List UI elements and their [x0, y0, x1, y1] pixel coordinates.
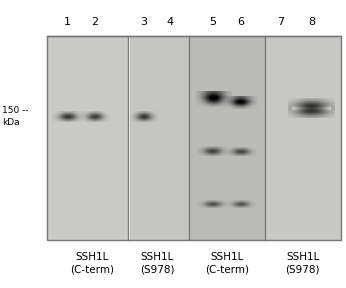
Text: 1: 1 [64, 17, 71, 27]
Text: 7: 7 [277, 17, 284, 27]
Text: SSH1L
(C-term): SSH1L (C-term) [70, 252, 114, 275]
Text: SSH1L
(S978): SSH1L (S978) [285, 252, 320, 275]
Text: SSH1L
(S978): SSH1L (S978) [140, 252, 175, 275]
Text: 8: 8 [308, 17, 315, 27]
Text: 4: 4 [166, 17, 173, 27]
Bar [266, 36, 341, 240]
Text: 150 --
kDa: 150 -- kDa [2, 106, 28, 127]
Text: 2: 2 [92, 17, 99, 27]
Text: 6: 6 [237, 17, 244, 27]
Bar [47, 36, 128, 240]
Text: 5: 5 [209, 17, 216, 27]
Bar [47, 36, 341, 240]
Bar [190, 36, 265, 240]
Text: SSH1L
(C-term): SSH1L (C-term) [204, 252, 249, 275]
Bar [130, 36, 189, 240]
Text: 3: 3 [140, 17, 147, 27]
